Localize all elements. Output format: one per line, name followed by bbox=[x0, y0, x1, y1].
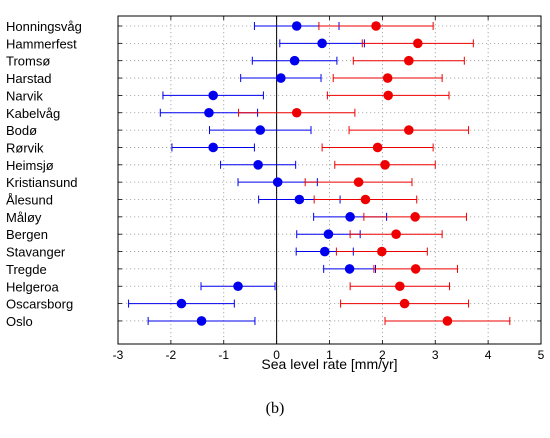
data-point bbox=[255, 125, 266, 135]
data-point bbox=[383, 90, 393, 101]
data-point bbox=[410, 212, 420, 222]
data-point bbox=[196, 316, 207, 326]
station-label: Oscarsborg bbox=[6, 297, 73, 312]
station-label: Heimsjø bbox=[6, 158, 54, 173]
data-point bbox=[253, 160, 263, 170]
x-tick-label: 4 bbox=[485, 348, 492, 362]
station-label: Rørvik bbox=[6, 140, 44, 155]
data-point bbox=[176, 298, 187, 309]
points-layer bbox=[176, 21, 453, 326]
x-tick-label: -3 bbox=[113, 348, 124, 362]
grid-layer bbox=[118, 16, 541, 344]
data-point bbox=[319, 246, 330, 257]
station-label: Helgeroa bbox=[6, 279, 60, 294]
x-axis-label: Sea level rate [mm/yr] bbox=[261, 356, 397, 372]
station-label: Honningsvåg bbox=[6, 19, 82, 34]
data-point bbox=[208, 90, 218, 101]
data-point bbox=[395, 281, 405, 292]
station-label: Tromsø bbox=[6, 54, 50, 69]
data-point bbox=[294, 194, 305, 205]
station-label: Stavanger bbox=[6, 245, 66, 260]
x-tick-layer: -3 -2 -1 0 1 2 3 4 5 bbox=[113, 16, 545, 362]
x-tick-label: 5 bbox=[538, 348, 545, 362]
data-point bbox=[410, 264, 421, 274]
data-point bbox=[317, 38, 327, 49]
data-point bbox=[404, 125, 414, 135]
data-point bbox=[399, 298, 410, 309]
x-tick-label: 3 bbox=[432, 348, 439, 362]
x-tick-label: -1 bbox=[218, 348, 229, 362]
data-point bbox=[233, 281, 243, 292]
x-tick-label: 1 bbox=[326, 348, 333, 362]
station-label: Harstad bbox=[6, 71, 52, 86]
station-label: Ålesund bbox=[6, 193, 53, 208]
data-point bbox=[323, 229, 334, 239]
station-label: Bodø bbox=[6, 123, 37, 138]
station-label-layer: Honningsvåg Hammerfest Tromsø Harstad Narvik… bbox=[6, 19, 82, 329]
station-label: Oslo bbox=[6, 314, 33, 329]
station-label: Bergen bbox=[6, 227, 48, 242]
station-label: Kristiansund bbox=[6, 175, 78, 190]
data-point bbox=[391, 229, 401, 239]
panel-label: (b) bbox=[265, 400, 285, 417]
x-tick-label: 2 bbox=[379, 348, 386, 362]
x-tick-label: 0 bbox=[273, 348, 280, 362]
data-point bbox=[344, 264, 355, 274]
data-point bbox=[372, 142, 383, 153]
data-point bbox=[204, 107, 214, 118]
data-point bbox=[208, 142, 218, 153]
data-point bbox=[442, 316, 453, 326]
station-label: Narvik bbox=[6, 88, 43, 103]
data-point bbox=[291, 107, 302, 118]
data-point bbox=[380, 160, 390, 170]
station-label: Måløy bbox=[6, 210, 42, 225]
x-tick-label: -2 bbox=[166, 348, 177, 362]
data-point bbox=[272, 177, 283, 187]
data-point bbox=[353, 177, 364, 187]
data-point bbox=[404, 55, 414, 66]
data-point bbox=[371, 21, 381, 31]
station-label: Hammerfest bbox=[6, 36, 77, 51]
data-point bbox=[345, 212, 355, 222]
station-label: Kabelvåg bbox=[6, 106, 60, 121]
error-bars-layer bbox=[128, 22, 511, 325]
data-point bbox=[377, 246, 387, 257]
data-point bbox=[413, 38, 423, 49]
data-point bbox=[382, 73, 393, 83]
data-point bbox=[291, 21, 302, 31]
data-point bbox=[289, 55, 300, 66]
data-point bbox=[276, 73, 286, 83]
station-label: Tregde bbox=[6, 262, 47, 277]
data-point bbox=[360, 194, 371, 205]
